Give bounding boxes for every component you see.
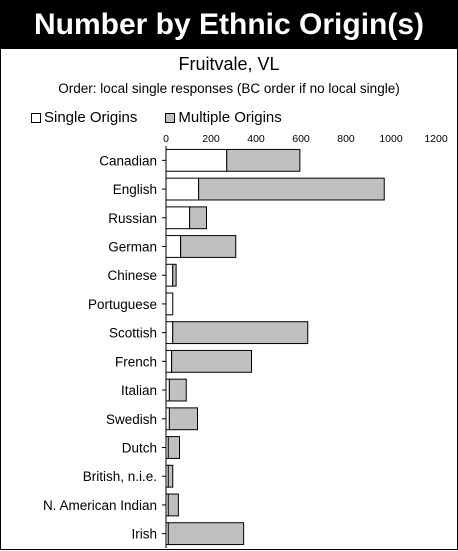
legend-label-multiple: Multiple Origins <box>178 109 282 126</box>
bar-multiple-origins <box>189 206 207 230</box>
bar-single-origins <box>165 407 170 431</box>
bar-single-origins <box>165 206 191 230</box>
x-tick-label: 0 <box>163 133 169 145</box>
bar-single-origins <box>165 321 174 345</box>
category-label: Russian <box>108 211 157 226</box>
bar-multiple-origins <box>172 321 309 345</box>
bar-single-origins <box>165 349 173 373</box>
category-label: German <box>108 240 157 255</box>
bar-multiple-origins <box>167 436 180 459</box>
category-label: Italian <box>121 383 157 398</box>
category-label: Chinese <box>107 268 157 283</box>
bar-multiple-origins <box>180 235 237 258</box>
bar-multiple-origins <box>172 263 177 287</box>
x-tick-label: 200 <box>202 133 220 145</box>
x-tick-label: 1200 <box>424 133 448 145</box>
category-label: French <box>115 354 157 369</box>
bar-single-origins <box>165 177 200 201</box>
bar-multiple-origins <box>168 407 198 431</box>
bar-multiple-origins <box>171 349 252 373</box>
legend-item-single: Single Origins <box>31 109 137 126</box>
bar-multiple-origins <box>226 148 301 172</box>
category-label: Scottish <box>109 326 157 341</box>
bar-multiple-origins <box>167 493 179 517</box>
x-tick-label: 400 <box>247 133 265 145</box>
legend-swatch-multiple <box>165 112 176 123</box>
category-label: N. American Indian <box>43 498 157 513</box>
x-tick-label: 800 <box>337 133 355 145</box>
bar-multiple-origins <box>198 177 385 201</box>
category-label: British, n.i.e. <box>83 469 157 484</box>
bar-single-origins <box>165 378 170 402</box>
category-label: Irish <box>131 527 157 542</box>
legend-swatch-single <box>31 112 41 123</box>
legend: Single Origins Multiple Origins <box>31 109 310 126</box>
bar-single-origins <box>165 263 174 287</box>
category-label: English <box>113 182 157 197</box>
order-note: Order: local single responses (BC order … <box>58 81 400 96</box>
legend-label-single: Single Origins <box>44 109 138 126</box>
category-label: Portuguese <box>88 297 157 312</box>
chart-title: Number by Ethnic Origin(s) <box>1 1 457 49</box>
bar-single-origins <box>165 292 174 316</box>
category-label: Dutch <box>122 441 157 456</box>
x-tick-label: 1000 <box>379 133 403 145</box>
bar-single-origins <box>165 148 228 172</box>
bar-single-origins <box>165 235 182 258</box>
bar-multiple-origins <box>167 464 174 488</box>
bar-multiple-origins <box>167 522 245 546</box>
chart-subtitle: Fruitvale, VL <box>178 54 280 74</box>
category-label: Swedish <box>106 412 157 427</box>
legend-item-multiple: Multiple Origins <box>165 109 282 126</box>
bar-multiple-origins <box>168 378 187 402</box>
x-tick-label: 600 <box>292 133 310 145</box>
category-label: Canadian <box>99 153 157 168</box>
